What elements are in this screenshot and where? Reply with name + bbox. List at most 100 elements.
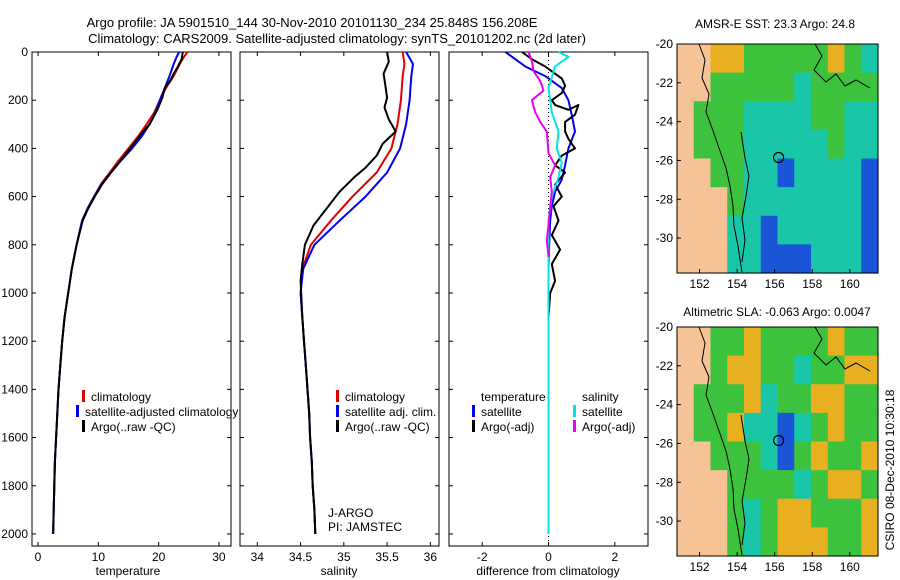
series-line-blue <box>504 51 576 534</box>
map-cell <box>693 244 712 274</box>
map-cell <box>827 412 846 443</box>
map-cell <box>861 158 879 188</box>
sst-argo-float-marker <box>772 151 785 164</box>
map-cell <box>827 129 846 160</box>
map-cell <box>777 498 795 528</box>
map-cell <box>693 498 712 528</box>
map-cell <box>844 498 862 528</box>
map-x-tick-label: 160 <box>840 277 860 291</box>
temperature-x-ticks: 0 10 20 30 <box>35 52 226 564</box>
map-cell <box>760 498 779 528</box>
legend-swatch-temp-satellite <box>472 405 475 417</box>
map-cell <box>844 470 862 500</box>
map-cell <box>794 129 812 160</box>
map-cell <box>744 527 762 557</box>
map-cell <box>727 158 745 188</box>
map-cell <box>794 187 812 217</box>
map-cell <box>693 412 712 443</box>
map-cell <box>710 72 728 102</box>
map-cell <box>844 244 862 274</box>
sst-axes: 152 154 156 158 160 -20 -22 -24 -26 -28 -30 <box>656 37 879 291</box>
map-cell <box>760 412 779 443</box>
map-cell <box>727 355 745 385</box>
map-cell <box>811 412 829 443</box>
sla-map-panel: Altimetric SLA: -0.063 Argo: 0.0047 152 1… <box>656 305 879 574</box>
sst-field <box>677 44 879 274</box>
map-cell <box>710 527 728 557</box>
map-cell <box>844 187 862 217</box>
map-cell <box>677 44 695 74</box>
map-cell <box>811 101 829 131</box>
legend-label-argo: Argo(..raw -QC) <box>345 420 430 434</box>
map-cell <box>710 129 728 160</box>
x-tick-label: 0 <box>545 550 552 564</box>
map-cell <box>777 412 795 443</box>
map-cell <box>844 527 862 557</box>
difference-legend: temperature salinity satellite Argo(-adj… <box>472 390 635 434</box>
map-cell <box>827 384 846 414</box>
sst-coastline <box>698 43 743 273</box>
map-cell <box>693 101 712 131</box>
salinity-plot-frame <box>239 51 440 547</box>
annotation-pi: PI: JAMSTEC <box>328 520 402 534</box>
map-cell <box>677 215 695 245</box>
x-tick-label: 34 <box>251 550 265 564</box>
legend-swatch-argo <box>336 420 339 432</box>
map-cell <box>710 44 728 74</box>
map-cell <box>861 215 879 245</box>
map-cell <box>827 187 846 217</box>
salinity-y-ticks <box>240 51 439 535</box>
map-cell <box>861 412 879 443</box>
map-cell <box>861 129 879 160</box>
map-x-tick-label: 154 <box>727 560 747 574</box>
y-tick-label: 0 <box>21 45 28 59</box>
series-line-black <box>52 51 184 535</box>
map-cell <box>760 158 779 188</box>
annotation-j-argo: J-ARGO <box>328 506 373 520</box>
map-cell <box>811 187 829 217</box>
header-line-1: Argo profile: JA 5901510_144 30-Nov-2010… <box>87 15 538 30</box>
salinity-x-ticks: 34 34.5 35 35.5 36 <box>251 52 437 564</box>
map-cell <box>777 327 795 357</box>
map-y-tick-label: -20 <box>656 320 674 334</box>
map-cell <box>811 327 829 357</box>
legend-swatch-temp-argo <box>472 420 475 432</box>
map-cell <box>710 327 728 357</box>
map-cell <box>844 412 862 443</box>
map-cell <box>827 441 846 471</box>
map-cell <box>861 355 879 385</box>
map-cell <box>677 158 695 188</box>
map-cell <box>727 244 745 274</box>
map-cell <box>744 441 762 471</box>
y-tick-label: 1200 <box>1 334 28 348</box>
x-tick-label: 20 <box>152 550 166 564</box>
map-cell <box>827 44 846 74</box>
map-cell <box>760 355 779 385</box>
y-tick-label: 400 <box>8 141 28 155</box>
legend-swatch-satellite-adjusted <box>76 405 79 417</box>
temperature-plot-frame <box>31 51 232 547</box>
x-tick-label: 35 <box>337 550 351 564</box>
map-cell <box>744 355 762 385</box>
map-cell <box>861 72 879 102</box>
legend-label-climatology: climatology <box>91 390 151 404</box>
map-cell <box>811 355 829 385</box>
map-x-tick-label: 158 <box>802 277 822 291</box>
map-cell <box>861 244 879 274</box>
sla-reef-outline-2 <box>740 414 750 546</box>
map-cell <box>811 215 829 245</box>
map-cell <box>844 44 862 74</box>
legend-swatch-argo <box>82 420 85 432</box>
map-cell <box>710 215 728 245</box>
map-cell <box>677 470 695 500</box>
legend-label-climatology: climatology <box>345 390 405 404</box>
map-cell <box>744 187 762 217</box>
x-tick-label: 0 <box>35 550 42 564</box>
map-cell <box>827 215 846 245</box>
map-cell <box>677 441 695 471</box>
map-cell <box>727 44 745 74</box>
x-tick-label: 35.5 <box>375 550 399 564</box>
map-cell <box>844 215 862 245</box>
sla-coastline <box>698 326 743 556</box>
series-line-magenta <box>527 51 557 257</box>
